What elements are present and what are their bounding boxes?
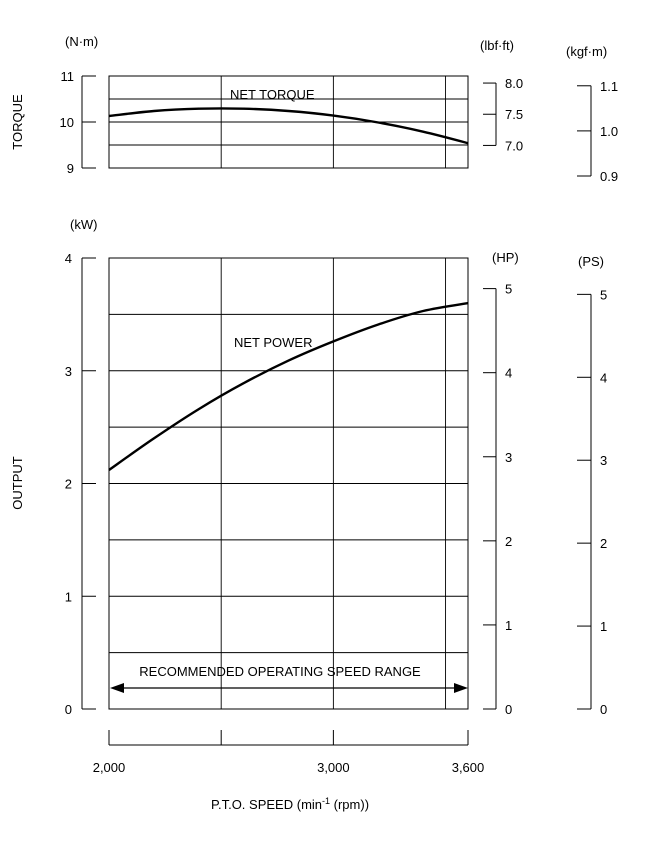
- ps-tick-label: 4: [600, 370, 607, 385]
- chart-gridlines: [109, 76, 468, 709]
- output-left-tick-label: 3: [65, 364, 72, 379]
- chart-axes: 9 10 11 0 1 2 3 4 7.0 7.5 8.0 0.9 1.0 1.1 0 1 2 3 4 5 0 1 2 3 4 5…: [60, 69, 619, 775]
- chart-frames: [108, 75, 469, 710]
- output-left-tick-label: 1: [65, 589, 72, 604]
- output-axis-title: OUTPUT: [10, 456, 25, 510]
- torque-unit-kgf: (kgf·m): [566, 44, 607, 59]
- hp-tick-label: 4: [505, 366, 512, 381]
- torque-left-tick-label: 10: [60, 115, 74, 130]
- x-tick-label: 2,000: [93, 760, 126, 775]
- lbf-tick-label: 7.5: [505, 107, 523, 122]
- hp-tick-label: 2: [505, 534, 512, 549]
- net-torque-curve: [108, 107, 469, 145]
- lbf-tick-label: 8.0: [505, 76, 523, 91]
- x-axis-unit-sup: -1: [322, 796, 330, 806]
- net-power-curve: [108, 301, 469, 471]
- lbf-tick-label: 7.0: [505, 138, 523, 153]
- net-power-label: NET POWER: [234, 335, 313, 350]
- output-unit-hp: (HP): [492, 250, 519, 265]
- chart-curves: [108, 107, 469, 471]
- torque-unit-lbf: (lbf·ft): [480, 38, 514, 53]
- output-unit-ps: (PS): [578, 254, 604, 269]
- output-left-tick-label: 4: [65, 251, 72, 266]
- range-arrow-left-head: [110, 683, 124, 693]
- torque-unit-nm: (N·m): [65, 34, 98, 49]
- ps-tick-label: 0: [600, 702, 607, 717]
- x-axis-unit: (min: [297, 797, 322, 812]
- output-unit-kw: (kW): [70, 217, 97, 232]
- torque-axis-title: TORQUE: [10, 94, 25, 150]
- ps-tick-label: 5: [600, 287, 607, 302]
- torque-left-tick-label: 11: [61, 69, 75, 84]
- output-left-tick-label: 2: [65, 477, 72, 492]
- output-left-tick-label: 0: [65, 702, 72, 717]
- x-axis-unit-tail: (rpm)): [330, 797, 369, 812]
- net-torque-label: NET TORQUE: [230, 87, 315, 102]
- range-annotation-label: RECOMMENDED OPERATING SPEED RANGE: [139, 664, 421, 679]
- ps-tick-label: 2: [600, 536, 607, 551]
- hp-tick-label: 1: [505, 618, 512, 633]
- x-tick-label: 3,000: [317, 760, 350, 775]
- kgf-tick-label: 1.0: [600, 124, 618, 139]
- hp-tick-label: 5: [505, 282, 512, 297]
- x-tick-label: 3,600: [452, 760, 485, 775]
- ps-tick-label: 1: [600, 619, 607, 634]
- x-axis-title: P.T.O. SPEED (min-1 (rpm)): [211, 796, 369, 812]
- kgf-tick-label: 1.1: [600, 79, 618, 94]
- hp-tick-label: 0: [505, 702, 512, 717]
- kgf-tick-label: 0.9: [600, 169, 618, 184]
- torque-left-tick-label: 9: [67, 161, 74, 176]
- range-arrow-right-head: [454, 683, 468, 693]
- range-arrow: [110, 683, 468, 693]
- x-axis-title-main: P.T.O. SPEED: [211, 797, 293, 812]
- ps-tick-label: 3: [600, 453, 607, 468]
- hp-tick-label: 3: [505, 450, 512, 465]
